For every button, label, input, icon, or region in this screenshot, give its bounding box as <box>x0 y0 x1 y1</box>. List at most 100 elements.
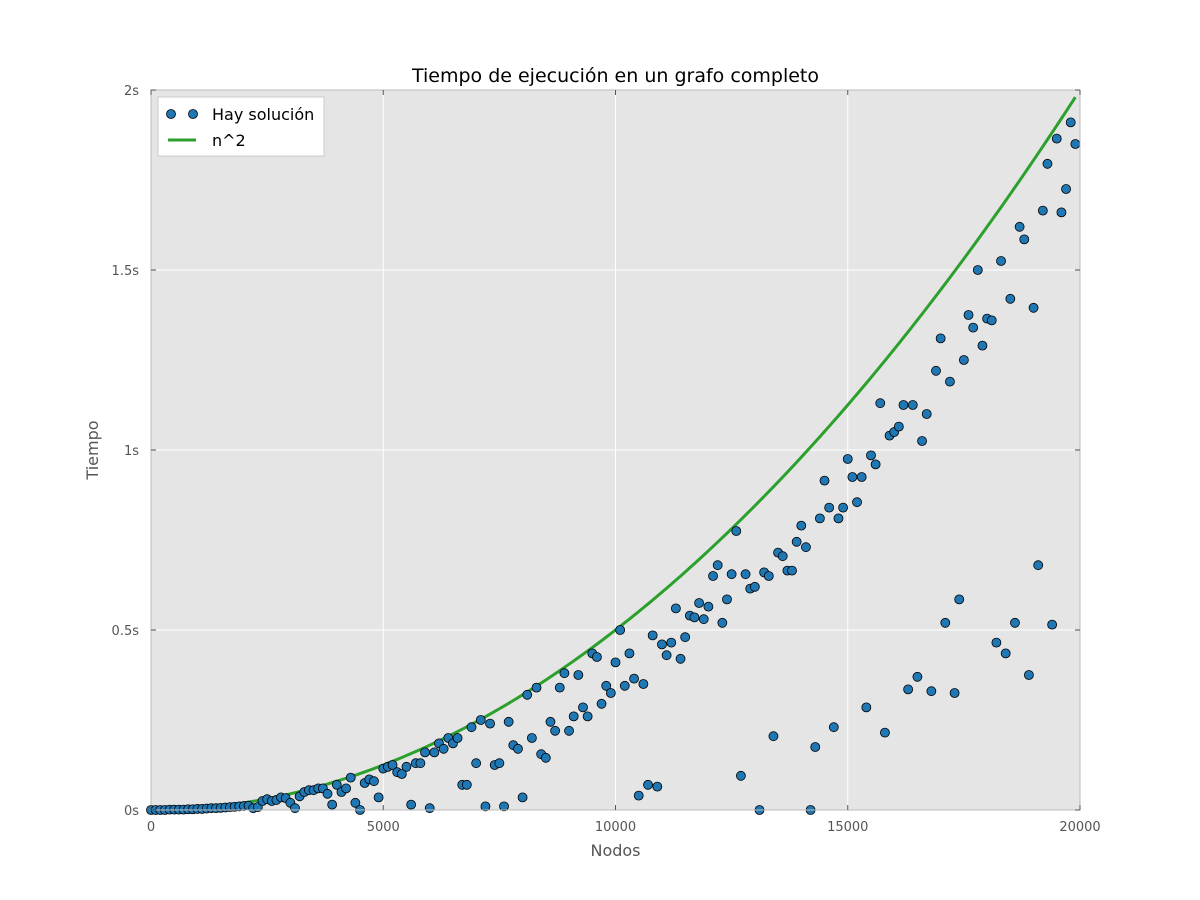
data-point <box>638 679 649 689</box>
legend: Hay solución n^2 <box>157 96 325 157</box>
data-point <box>1000 648 1011 659</box>
data-point <box>1051 133 1062 144</box>
y-tick-label: 1.5s <box>112 264 140 279</box>
data-point <box>610 657 621 668</box>
data-point <box>424 803 435 814</box>
data-point <box>1010 617 1020 628</box>
data-point <box>596 698 607 709</box>
y-axis-label: Tiempo <box>83 420 102 480</box>
x-tick-label: 20000 <box>1059 820 1100 835</box>
data-point <box>564 725 574 736</box>
data-point <box>513 743 523 754</box>
data-point <box>935 333 946 344</box>
data-point <box>958 355 969 365</box>
data-point <box>517 792 528 803</box>
data-point <box>708 571 718 581</box>
data-point <box>327 799 338 810</box>
data-point <box>991 637 1002 648</box>
data-point <box>550 725 561 736</box>
data-point <box>429 747 440 758</box>
data-point <box>559 668 570 679</box>
data-point <box>633 790 644 801</box>
data-point <box>833 513 844 524</box>
data-point <box>475 715 486 725</box>
data-point <box>629 673 639 684</box>
data-point <box>861 702 872 713</box>
data-point <box>1014 221 1025 232</box>
y-tick-label: 2s <box>124 84 139 99</box>
data-point <box>601 680 612 691</box>
data-point <box>666 637 677 648</box>
data-point <box>652 781 663 792</box>
x-tick-label: 15000 <box>827 820 868 835</box>
data-point <box>907 400 918 410</box>
data-point <box>921 409 932 419</box>
data-point <box>954 594 965 605</box>
chart-title: Tiempo de ejecución en un grafo completo <box>411 65 819 87</box>
data-point <box>689 612 700 623</box>
data-point <box>949 688 960 698</box>
data-point <box>898 400 909 410</box>
data-point <box>824 502 835 513</box>
x-tick-label: 0 <box>147 820 155 835</box>
legend-label-hay-solucion: Hay solución <box>212 105 314 124</box>
data-point <box>787 565 797 576</box>
y-axis-ticks: 0s 0.5s 1s 1.5s 2s <box>112 84 1080 819</box>
data-point <box>494 758 505 769</box>
data-point <box>396 769 407 779</box>
data-point <box>401 761 412 772</box>
legend-box <box>157 96 325 157</box>
data-point <box>290 803 300 814</box>
data-point <box>345 772 356 783</box>
data-point <box>814 513 825 524</box>
data-point <box>582 711 593 722</box>
data-point <box>531 682 542 693</box>
data-point <box>698 614 709 625</box>
data-point <box>373 792 384 803</box>
y-tick-label: 0s <box>124 804 139 819</box>
data-point <box>968 322 979 333</box>
data-point <box>452 733 463 743</box>
data-point <box>1065 117 1076 128</box>
data-point <box>471 758 482 769</box>
data-point <box>661 650 672 661</box>
data-point <box>926 686 937 697</box>
y-tick-label: 0.5s <box>112 624 140 639</box>
scatter-series <box>146 117 1081 815</box>
data-point <box>605 688 616 698</box>
y-tick-label: 1s <box>124 444 139 459</box>
data-point <box>480 801 491 812</box>
data-point <box>866 450 876 461</box>
data-point <box>387 760 398 770</box>
x-axis-ticks: 0 5000 10000 15000 20000 <box>147 90 1101 835</box>
data-point <box>657 639 667 650</box>
data-point <box>675 653 686 664</box>
data-point <box>768 731 779 742</box>
data-point <box>703 601 714 612</box>
data-point <box>578 702 588 713</box>
data-point <box>740 569 751 580</box>
data-point <box>331 779 342 790</box>
data-point <box>350 797 361 808</box>
data-point <box>503 716 514 727</box>
data-point <box>647 630 658 641</box>
data-point <box>731 526 742 536</box>
data-point <box>749 581 760 592</box>
data-point <box>624 648 635 659</box>
data-point <box>972 265 983 275</box>
data-point <box>485 718 495 729</box>
data-point <box>828 722 839 733</box>
data-point <box>917 436 927 446</box>
data-point <box>912 671 923 682</box>
data-point <box>670 603 681 614</box>
data-point <box>406 799 417 810</box>
data-point <box>726 569 737 580</box>
legend-label-n2: n^2 <box>212 131 246 150</box>
data-point <box>986 315 997 326</box>
data-point <box>369 776 379 787</box>
data-point <box>717 617 728 628</box>
data-point <box>893 421 904 432</box>
data-point <box>722 594 732 605</box>
data-point <box>801 542 811 553</box>
data-point <box>996 256 1006 266</box>
